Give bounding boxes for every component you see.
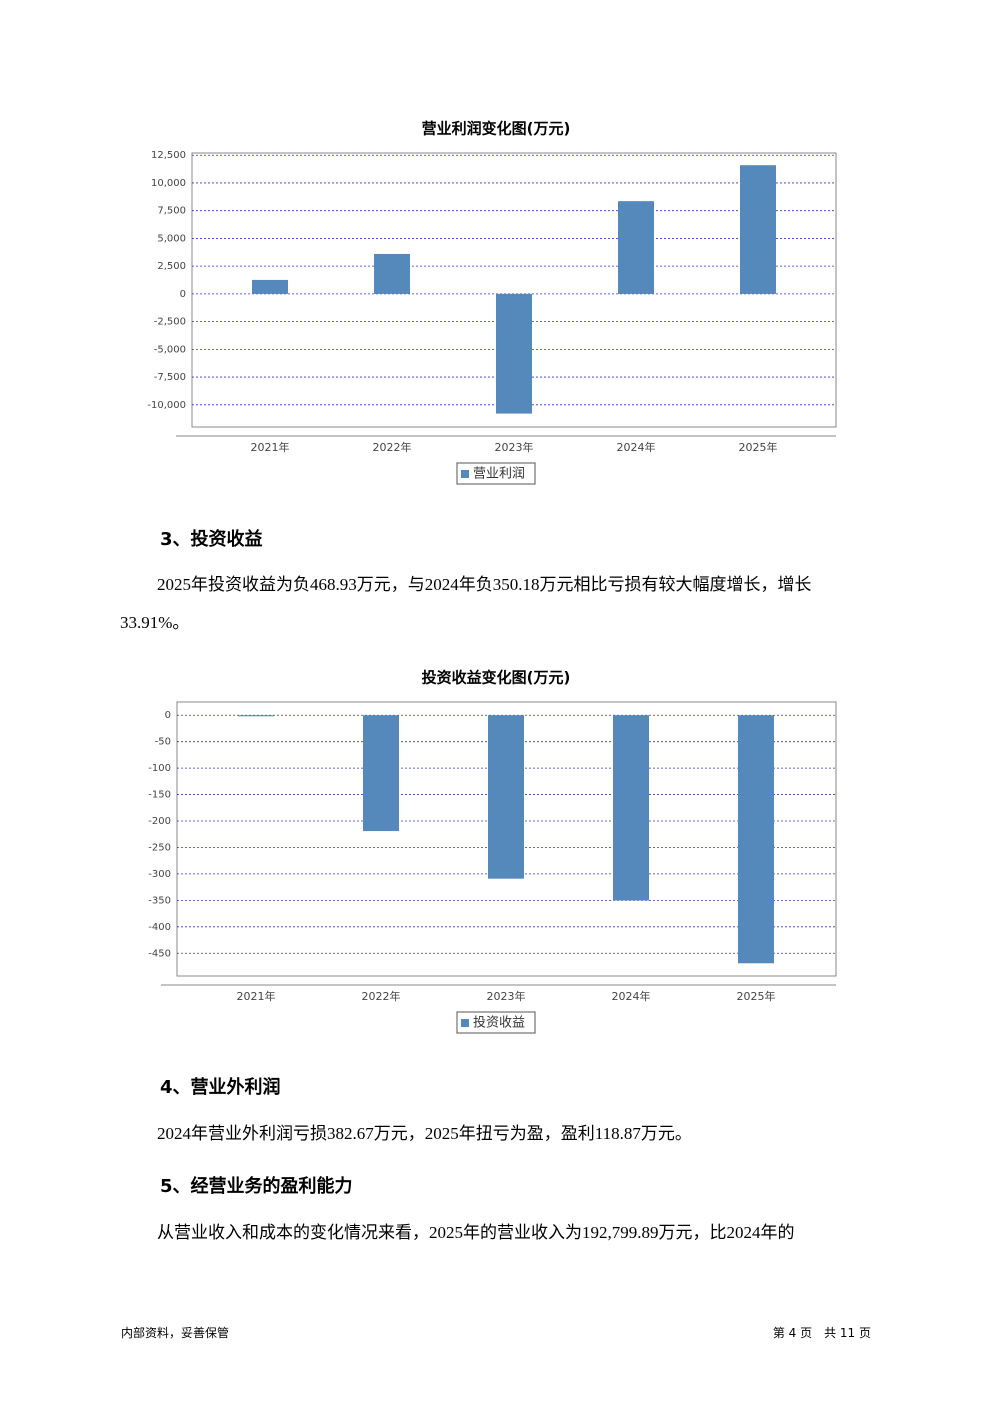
legend-label: 营业利润 (473, 467, 525, 482)
y-tick-label: -2,500 (154, 317, 186, 328)
bar (618, 201, 654, 294)
x-tick-label: 2023年 (495, 440, 534, 454)
x-tick-label: 2022年 (362, 989, 401, 1003)
bar (374, 253, 410, 294)
y-tick-label: -250 (148, 842, 171, 853)
paragraph: 2024年营业外利润亏损382.67万元，2025年扭亏为盈，盈利118.87万… (157, 1124, 692, 1143)
legend-swatch (461, 1019, 469, 1027)
legend-box (456, 462, 536, 485)
y-tick-label: 12,500 (151, 150, 186, 161)
y-tick-label: -300 (148, 869, 171, 880)
y-tick-label: 7,500 (157, 206, 186, 217)
legend-box (456, 1011, 536, 1034)
bar (613, 715, 649, 901)
footer-left: 内部资料，妥善保管 (121, 1326, 230, 1340)
paragraph: 从营业收入和成本的变化情况来看，2025年的营业收入为192,799.89万元，… (157, 1223, 795, 1242)
y-tick-label: -5,000 (154, 344, 186, 355)
y-tick-label: -10,000 (147, 400, 186, 411)
y-tick-label: -400 (148, 922, 171, 933)
x-tick-label: 2025年 (737, 989, 776, 1003)
legend-label: 投资收益 (473, 1015, 525, 1031)
y-tick-label: 2,500 (157, 261, 186, 272)
y-tick-label: 0 (180, 289, 186, 300)
bar (238, 715, 274, 717)
bar (738, 715, 774, 964)
chart-title: 投资收益变化图(万元) (422, 669, 571, 687)
y-tick-label: 10,000 (151, 178, 186, 189)
bar (740, 165, 776, 294)
section-heading: 4、营业外利润 (160, 1077, 281, 1098)
chart-title: 营业利润变化图(万元) (422, 120, 571, 138)
y-tick-label: -150 (148, 790, 171, 801)
y-tick-label: -100 (148, 763, 171, 774)
x-tick-label: 2025年 (739, 440, 778, 454)
section-heading: 3、投资收益 (160, 529, 263, 550)
x-tick-label: 2023年 (487, 989, 526, 1003)
x-tick-label: 2021年 (237, 989, 276, 1003)
section-heading: 5、经营业务的盈利能力 (160, 1176, 353, 1197)
legend-swatch (461, 470, 469, 478)
bar (252, 279, 288, 294)
y-tick-label: -50 (155, 737, 171, 748)
bar (488, 715, 524, 879)
x-tick-label: 2021年 (251, 440, 290, 454)
bar (496, 293, 532, 414)
y-tick-label: 5,000 (157, 233, 186, 244)
y-tick-label: 0 (165, 710, 171, 721)
bar (363, 715, 399, 832)
paragraph: 2025年投资收益为负468.93万元，与2024年负350.18万元相比亏损有… (120, 575, 812, 632)
y-tick-label: -350 (148, 895, 171, 906)
x-tick-label: 2024年 (617, 440, 656, 454)
y-tick-label: -7,500 (154, 372, 186, 383)
x-tick-label: 2024年 (612, 989, 651, 1003)
y-tick-label: -200 (148, 816, 171, 827)
footer-right: 第 4 页 共 11 页 (772, 1326, 871, 1340)
x-tick-label: 2022年 (373, 440, 412, 454)
y-tick-label: -450 (148, 948, 171, 959)
